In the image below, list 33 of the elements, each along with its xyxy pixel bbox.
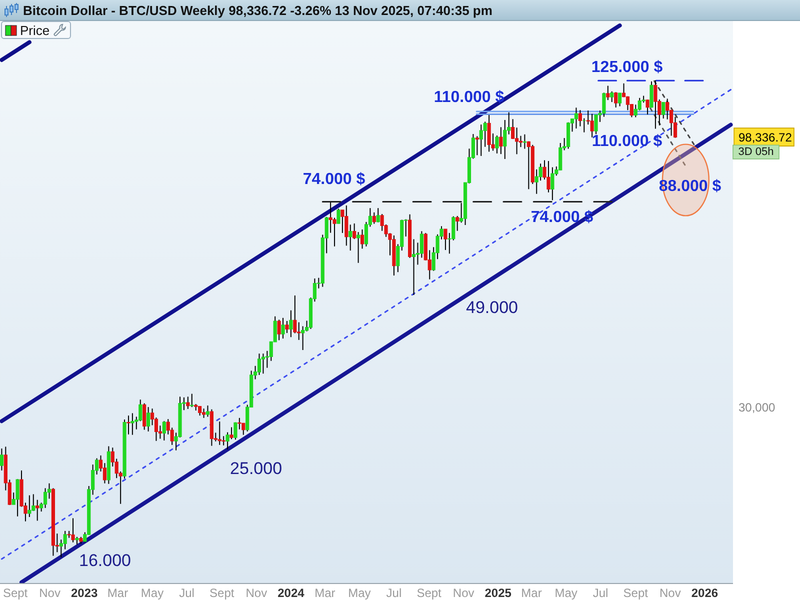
x-tick-label: 2026 — [691, 586, 718, 600]
annotation: 110.000 $ — [592, 133, 662, 150]
x-tick-label: Nov — [452, 586, 474, 600]
legend-title: Price — [20, 22, 50, 38]
chart-title: Bitcoin Dollar - BTC/USD Weekly 98,336.72 -3.26% 13 Nov 2025, 07:40:35 pm — [23, 3, 492, 18]
x-tick-label: May — [348, 586, 371, 600]
annotation: 125.000 $ — [591, 59, 663, 76]
annotation: 16.000 — [79, 551, 131, 570]
x-tick-label: Mar — [314, 586, 336, 600]
x-tick-label: May — [554, 586, 578, 600]
x-tick-label: Sept — [623, 586, 649, 600]
x-tick-label: Jul — [386, 586, 402, 600]
x-tick-label: Sept — [2, 586, 28, 600]
x-tick-label: Nov — [660, 586, 681, 600]
x-tick-label: Mar — [107, 586, 128, 600]
annotation: 74.000 $ — [530, 209, 594, 226]
x-tick-label: Jul — [179, 586, 194, 600]
y-tick-label: 98,336.72 — [738, 130, 792, 145]
annotation: 25.000 — [230, 459, 282, 478]
x-tick-label: Jul — [592, 586, 608, 600]
x-tick-label: 2023 — [70, 586, 98, 600]
text: 3D 05h — [738, 146, 774, 158]
x-tick-label: Sept — [210, 586, 235, 600]
annotation: 74.000 $ — [302, 171, 366, 188]
x-tick-label: 2024 — [278, 586, 305, 600]
x-tick-label: May — [140, 586, 164, 600]
x-tick-label: Mar — [521, 586, 542, 600]
x-tick-label: 2025 — [484, 586, 512, 600]
x-tick-label: Sept — [416, 586, 442, 600]
annotation: 49.000 — [466, 298, 518, 317]
x-tick-label: Nov — [39, 586, 60, 600]
x-tick-label: Nov — [246, 586, 268, 600]
y-tick-label: 30,000 — [738, 400, 776, 415]
